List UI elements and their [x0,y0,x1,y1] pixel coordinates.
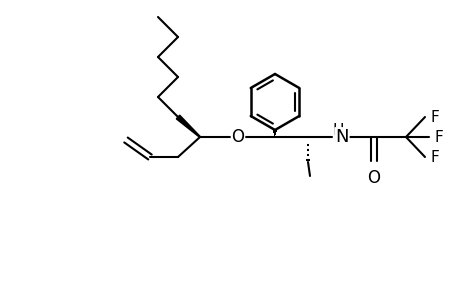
Text: F: F [430,149,439,164]
Text: O: O [367,169,380,187]
Text: F: F [434,130,443,145]
Text: O: O [231,128,244,146]
Polygon shape [176,115,200,137]
Text: F: F [430,110,439,124]
Text: H: H [331,122,343,137]
Text: N: N [335,128,348,146]
